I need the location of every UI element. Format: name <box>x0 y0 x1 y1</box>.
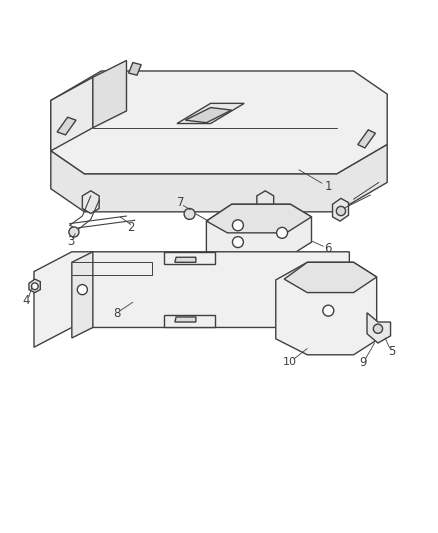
Polygon shape <box>164 315 215 327</box>
Text: 3: 3 <box>67 235 74 248</box>
Circle shape <box>336 206 346 216</box>
Polygon shape <box>29 279 40 293</box>
Polygon shape <box>175 257 196 262</box>
Polygon shape <box>175 317 196 322</box>
Polygon shape <box>72 252 93 338</box>
Circle shape <box>69 227 79 237</box>
Polygon shape <box>206 204 311 258</box>
Polygon shape <box>358 130 375 148</box>
Polygon shape <box>57 117 76 135</box>
Text: 5: 5 <box>388 345 395 358</box>
Text: 2: 2 <box>127 221 134 235</box>
Text: 7: 7 <box>177 196 184 209</box>
Circle shape <box>32 283 38 289</box>
Text: 6: 6 <box>325 243 332 255</box>
Text: 4: 4 <box>23 294 30 306</box>
Text: 1: 1 <box>325 180 332 193</box>
Polygon shape <box>276 262 377 355</box>
Polygon shape <box>206 204 311 233</box>
Circle shape <box>323 305 334 316</box>
Polygon shape <box>93 60 127 128</box>
Text: 8: 8 <box>113 307 121 320</box>
Text: 9: 9 <box>359 356 367 369</box>
Circle shape <box>77 285 88 295</box>
Circle shape <box>233 220 244 231</box>
Polygon shape <box>332 198 349 221</box>
Circle shape <box>184 208 195 220</box>
Polygon shape <box>164 252 215 264</box>
Polygon shape <box>367 313 391 343</box>
Polygon shape <box>34 252 350 347</box>
Polygon shape <box>51 144 387 212</box>
Polygon shape <box>51 71 387 174</box>
Circle shape <box>373 324 382 333</box>
Polygon shape <box>177 103 244 124</box>
Polygon shape <box>129 62 141 75</box>
Circle shape <box>277 228 287 238</box>
Circle shape <box>233 237 244 247</box>
Polygon shape <box>82 191 99 214</box>
Polygon shape <box>185 108 232 123</box>
Polygon shape <box>284 262 377 293</box>
Polygon shape <box>257 191 274 214</box>
Text: 10: 10 <box>283 357 297 367</box>
Polygon shape <box>51 77 93 151</box>
